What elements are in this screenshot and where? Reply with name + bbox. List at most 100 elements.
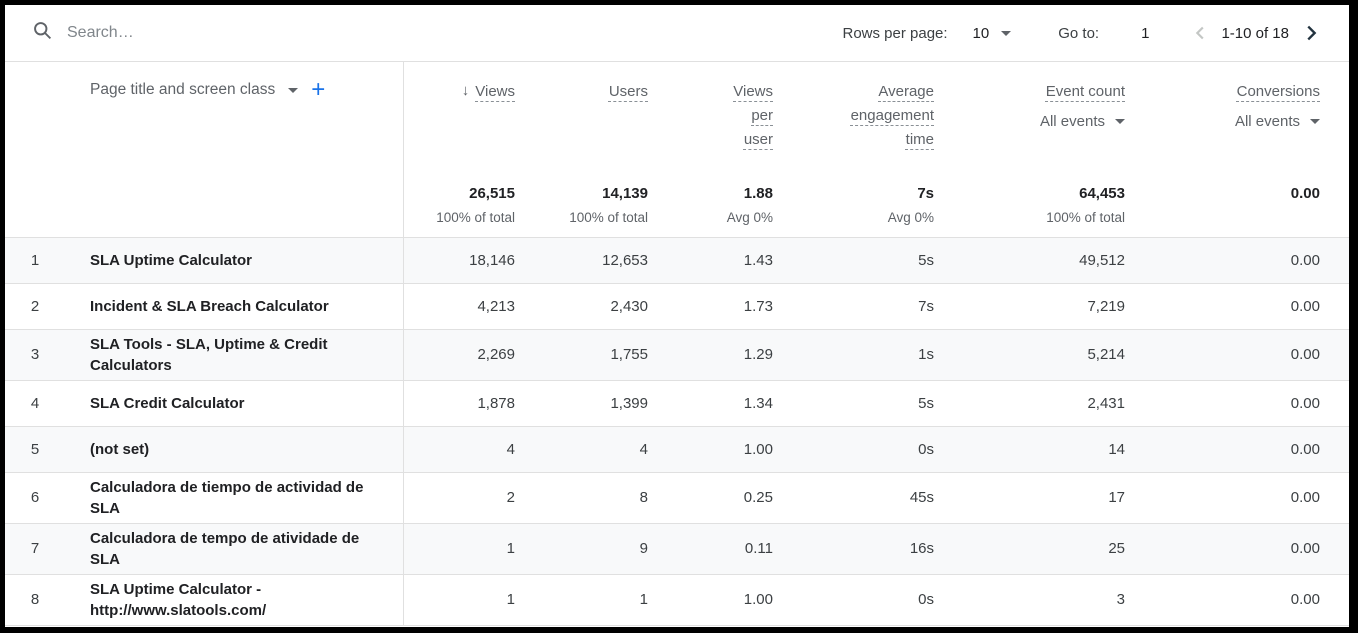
column-header-views-per-user[interactable]: Views per user (648, 62, 773, 170)
totals-row: 26,515 100% of total 14,139 100% of tota… (5, 170, 1349, 238)
row-index: 2 (30, 297, 40, 315)
metric-cell: 1,755 (610, 346, 648, 363)
metric-cell: 8 (639, 489, 648, 506)
metric-cell: 18,146 (469, 251, 515, 269)
rows-per-page-label: Rows per page: (842, 24, 948, 42)
column-header-avg-engagement-time[interactable]: Average engagement time (773, 62, 934, 170)
metric-cell: 1.29 (743, 346, 773, 363)
pagination-range: 1-10 of 18 (1221, 24, 1289, 42)
totals-cell: 7s Avg 0% (773, 170, 934, 238)
table-row[interactable]: 8 SLA Uptime Calculator - http://www.sla… (5, 574, 1349, 625)
analytics-table-panel: Rows per page: 10 Go to: 1 1-10 of 18 (5, 5, 1349, 627)
metric-cell: 2 (506, 489, 515, 506)
total-subtext: Avg 0% (887, 210, 934, 225)
table-row[interactable]: 6 Calculadora de tiempo de actividad de … (5, 472, 1349, 523)
event-filter-value: All events (1039, 113, 1105, 130)
column-header-views[interactable]: ↓ Views (403, 62, 515, 170)
table-row[interactable]: 4 SLA Credit Calculator 1,878 1,399 1.34… (5, 380, 1349, 426)
metric-cell: 3 (1116, 591, 1125, 608)
column-header-conversions[interactable]: Conversions All events (1125, 62, 1349, 170)
metric-cell: 12,653 (602, 251, 648, 269)
table-row[interactable]: 1 SLA Uptime Calculator 18,146 12,653 1.… (5, 237, 1349, 283)
total-value: 26,515 (469, 185, 515, 202)
metric-cell: 0.00 (1290, 346, 1320, 363)
rows-per-page-select[interactable]: 10 (973, 25, 1012, 42)
conversion-filter-select[interactable]: All events (1125, 113, 1320, 130)
row-index: 6 (30, 489, 40, 506)
column-header-users[interactable]: Users (515, 62, 648, 170)
metric-cell: 9 (639, 540, 648, 557)
goto-label: Go to: (1058, 24, 1100, 42)
total-value: 7s (917, 185, 934, 202)
metric-cell: 2,430 (610, 297, 648, 315)
table-row[interactable]: 5 (not set) 4 4 1.00 0s 14 0.00 (5, 426, 1349, 472)
column-header-row: Page title and screen class + ↓ Views Use… (5, 62, 1349, 170)
event-filter-select[interactable]: All events (934, 113, 1125, 130)
column-header-label: Average engagement time (850, 83, 934, 148)
metric-cell: 7,219 (1087, 297, 1125, 315)
metric-cell: 0.00 (1290, 591, 1320, 608)
arrow-drop-down-icon (1001, 30, 1012, 36)
metric-cell: 5s (918, 251, 934, 269)
table-row[interactable]: 3 SLA Tools - SLA, Uptime & Credit Calcu… (5, 329, 1349, 380)
metric-cell: 4,213 (477, 297, 515, 315)
sort-descending-icon: ↓ (461, 82, 470, 99)
metric-cell: 0.25 (743, 489, 773, 506)
pagination-next-button[interactable] (1299, 21, 1323, 45)
column-header-label: Conversions (1236, 83, 1320, 100)
row-title: SLA Credit Calculator (65, 380, 404, 426)
search-input[interactable] (67, 24, 843, 42)
metric-cell: 1.73 (743, 297, 773, 315)
metric-cell: 0s (918, 591, 934, 608)
metric-cell: 1 (639, 591, 648, 608)
metric-cell: 1 (506, 591, 515, 608)
totals-cell: 26,515 100% of total (403, 170, 515, 238)
metric-cell: 0.00 (1290, 540, 1320, 557)
row-title: Calculadora de tiempo de actividad de SL… (65, 472, 404, 523)
add-dimension-button[interactable]: + (311, 76, 326, 103)
totals-cell: 0.00 (1125, 170, 1349, 238)
metric-cell: 1.00 (743, 440, 773, 458)
dimension-header-label[interactable]: Page title and screen class (90, 81, 276, 98)
arrow-drop-down-icon[interactable] (288, 87, 299, 93)
column-header-event-count[interactable]: Event count All events (934, 62, 1125, 170)
table-body: 1 SLA Uptime Calculator 18,146 12,653 1.… (5, 237, 1349, 625)
metric-cell: 1.43 (743, 251, 773, 269)
metric-cell: 45s (909, 489, 934, 506)
report-table: Page title and screen class + ↓ Views Use… (5, 62, 1349, 626)
metric-cell: 0.00 (1290, 489, 1320, 506)
metric-cell: 5,214 (1087, 346, 1125, 363)
total-value: 64,453 (1079, 185, 1125, 202)
metric-cell: 4 (506, 440, 515, 458)
column-header-label: Event count (1045, 83, 1125, 100)
metric-cell: 1 (506, 540, 515, 557)
total-value: 1.88 (743, 185, 773, 202)
metric-cell: 1,878 (477, 394, 515, 412)
metric-cell: 2,431 (1087, 394, 1125, 412)
totals-cell: 1.88 Avg 0% (648, 170, 773, 238)
total-subtext: 100% of total (436, 210, 515, 225)
row-title: Calculadora de tempo de atividade de SLA (65, 523, 404, 574)
metric-cell: 0.11 (744, 540, 773, 557)
dimension-header-cell: Page title and screen class + (65, 62, 404, 170)
row-index: 8 (30, 591, 40, 608)
metric-cell: 16s (909, 540, 934, 557)
row-title: SLA Uptime Calculator - http://www.slato… (65, 574, 404, 625)
metric-cell: 1.00 (743, 591, 773, 608)
metric-cell: 0.00 (1290, 394, 1320, 412)
row-index: 1 (30, 251, 40, 269)
row-index: 3 (30, 346, 40, 363)
table-row[interactable]: 2 Incident & SLA Breach Calculator 4,213… (5, 283, 1349, 329)
conversion-filter-value: All events (1234, 113, 1300, 130)
row-title: SLA Tools - SLA, Uptime & Credit Calcula… (65, 329, 404, 380)
row-title: Incident & SLA Breach Calculator (65, 283, 404, 329)
pagination-controls: Rows per page: 10 Go to: 1 1-10 of 18 (842, 21, 1323, 45)
pagination-prev-button (1189, 21, 1213, 45)
goto-page-input[interactable]: 1 (1141, 24, 1150, 42)
totals-cell: 14,139 100% of total (515, 170, 648, 238)
table-row[interactable]: 7 Calculadora de tempo de atividade de S… (5, 523, 1349, 574)
column-header-label: Views per user (733, 83, 773, 148)
row-number-header (5, 62, 65, 170)
metric-cell: 0.00 (1290, 440, 1320, 458)
arrow-drop-down-icon (1115, 119, 1125, 124)
